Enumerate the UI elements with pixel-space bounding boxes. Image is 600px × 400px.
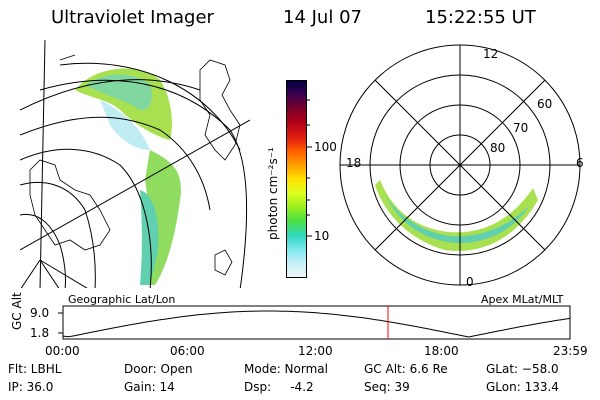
observation-date: 14 Jul 07 bbox=[283, 7, 362, 28]
mlt-label-6: 6 bbox=[576, 156, 584, 170]
time-tick-0000: 00:00 bbox=[45, 344, 80, 358]
info-glon: GLon: 133.4 bbox=[486, 380, 559, 394]
time-tick-0600: 06:00 bbox=[170, 344, 205, 358]
aurora-emission-polar bbox=[375, 180, 538, 251]
altitude-ylabel: GC Alt bbox=[10, 292, 24, 330]
geographic-map-label: Geographic Lat/Lon bbox=[68, 293, 176, 306]
polar-plot-label: Apex MLat/MLT bbox=[481, 293, 564, 306]
info-gain: Gain: 14 bbox=[124, 380, 175, 394]
altitude-ytick-1-8: 1.8 bbox=[30, 326, 50, 340]
mlt-label-0: 0 bbox=[466, 275, 474, 289]
observation-time: 15:22:55 UT bbox=[425, 7, 536, 28]
info-dsp: Dsp: -4.2 bbox=[244, 380, 314, 394]
mlt-label-12: 12 bbox=[483, 47, 499, 61]
colorbar bbox=[286, 80, 307, 278]
info-ip: IP: 36.0 bbox=[8, 380, 54, 394]
altitude-ytick-9: 9.0 bbox=[30, 306, 50, 320]
info-mode: Mode: Normal bbox=[244, 362, 328, 376]
instrument-title: Ultraviolet Imager bbox=[51, 7, 214, 28]
colorbar-tick-100: 100 bbox=[314, 140, 337, 154]
time-tick-2359: 23:59 bbox=[553, 344, 588, 358]
info-gc-alt: GC Alt: 6.6 Re bbox=[364, 362, 448, 376]
mlat-label-80: 80 bbox=[490, 141, 506, 155]
colorbar-tick-10: 10 bbox=[314, 229, 330, 243]
mlat-label-60: 60 bbox=[537, 97, 553, 111]
mlt-label-18: 18 bbox=[346, 156, 362, 170]
info-door: Door: Open bbox=[124, 362, 193, 376]
aurora-emission-geo bbox=[75, 68, 181, 285]
info-filter: Flt: LBHL bbox=[8, 362, 62, 376]
mlat-label-70: 70 bbox=[513, 121, 529, 135]
info-seq: Seq: 39 bbox=[364, 380, 410, 394]
time-tick-1200: 12:00 bbox=[298, 344, 333, 358]
time-tick-1800: 18:00 bbox=[424, 344, 459, 358]
info-glat: GLat: −58.0 bbox=[486, 362, 559, 376]
